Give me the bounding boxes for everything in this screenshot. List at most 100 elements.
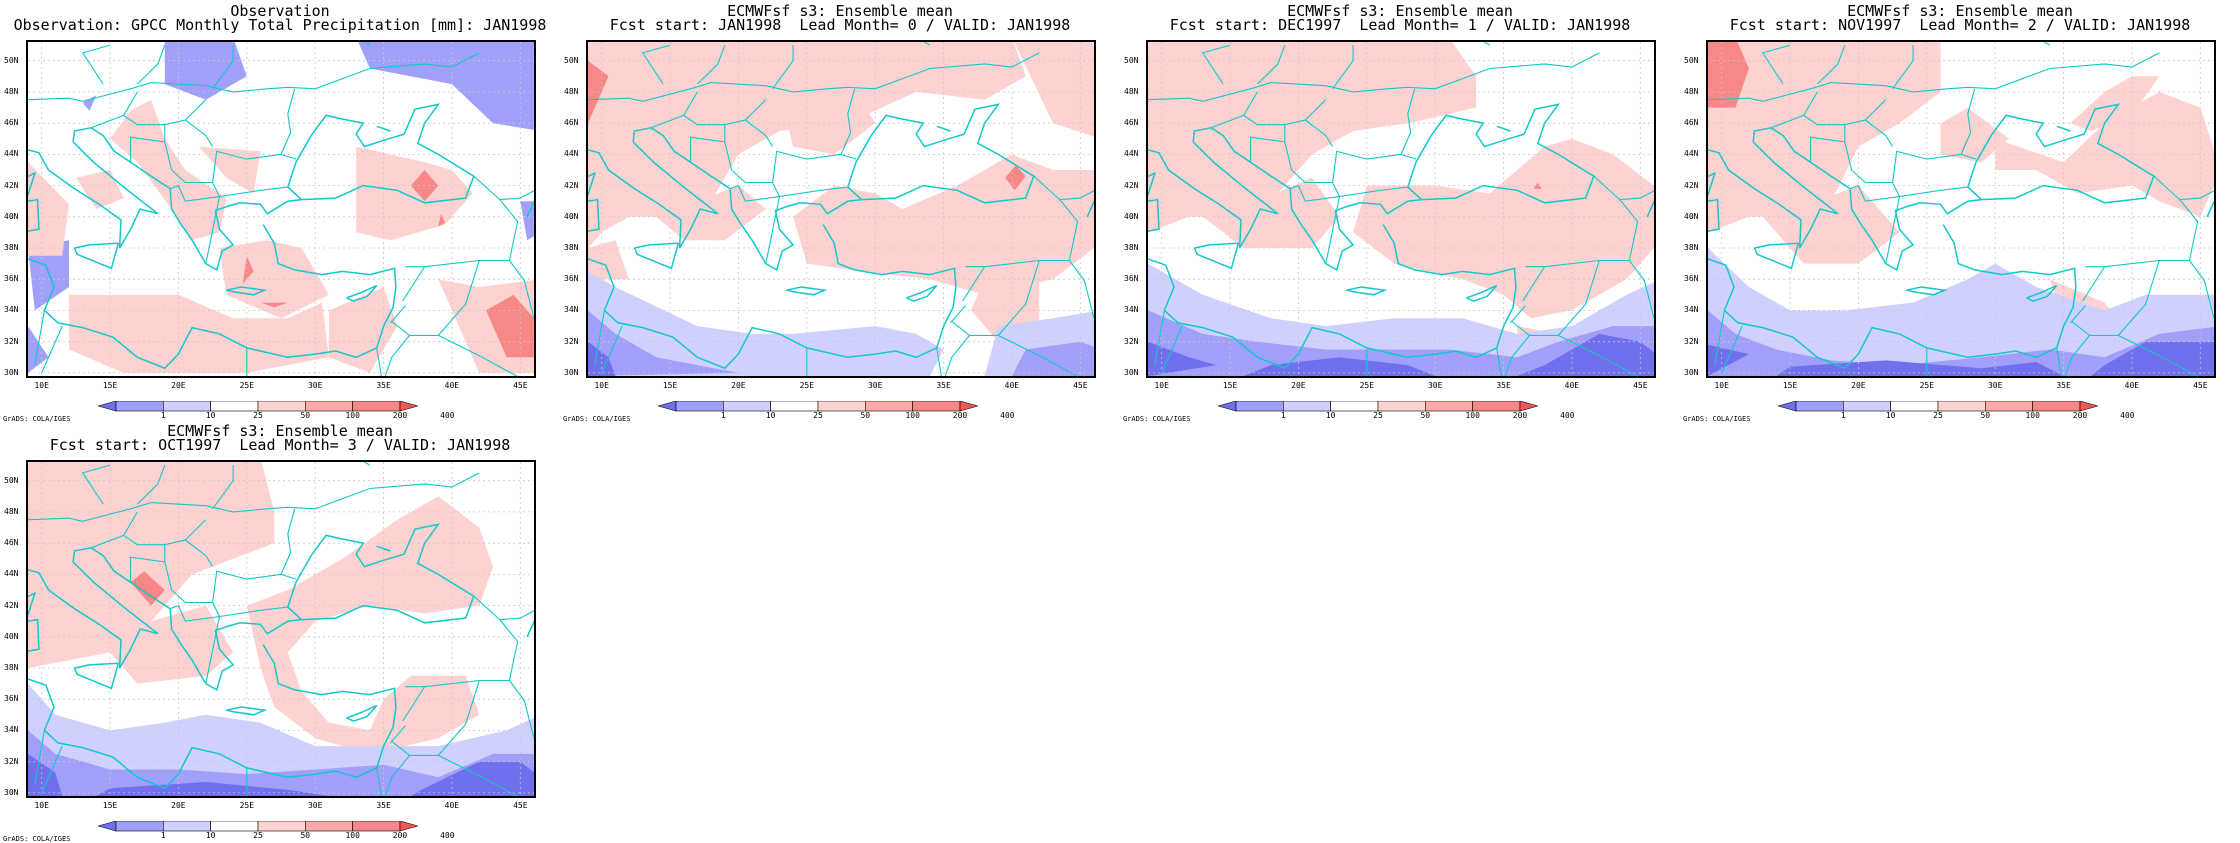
coastline bbox=[936, 125, 951, 132]
border-line bbox=[212, 570, 297, 603]
coastline bbox=[73, 662, 120, 690]
border-line bbox=[1864, 119, 1894, 147]
lat-tick-label: 32N bbox=[4, 756, 19, 766]
lat-tick-label: 32N bbox=[1124, 336, 1139, 346]
border-line bbox=[473, 175, 534, 201]
precip-map bbox=[26, 460, 536, 798]
lat-tick-label: 46N bbox=[1684, 118, 1699, 128]
panel-subtitle: Observation: GPCC Monthly Total Precipit… bbox=[13, 16, 547, 34]
precip-region bbox=[246, 496, 493, 754]
border-line bbox=[205, 616, 221, 684]
coastline bbox=[28, 678, 316, 790]
lat-tick-label: 44N bbox=[4, 569, 19, 579]
lon-tick-label: 10E bbox=[594, 381, 609, 390]
border-line bbox=[1892, 150, 1977, 183]
border-line bbox=[1770, 99, 1887, 129]
coastline bbox=[226, 706, 268, 716]
lat-tick-label: 36N bbox=[4, 694, 19, 704]
lat-tick-label: 36N bbox=[564, 274, 579, 284]
border-line bbox=[508, 680, 534, 739]
coastline bbox=[588, 171, 597, 196]
coastline bbox=[346, 704, 378, 722]
precip-region bbox=[1148, 42, 1477, 233]
lat-tick-label: 34N bbox=[4, 305, 19, 315]
coastline bbox=[1382, 224, 1517, 359]
precip-region bbox=[328, 287, 398, 373]
coastline bbox=[2056, 125, 2071, 132]
border-line bbox=[1899, 186, 1968, 198]
lat-tick-label: 50N bbox=[4, 55, 19, 65]
precip-region bbox=[260, 302, 288, 308]
lat-tick-label: 30N bbox=[1684, 367, 1699, 377]
colorbar-cell bbox=[257, 400, 306, 412]
border-line bbox=[949, 305, 966, 324]
border-line bbox=[2043, 42, 2051, 46]
lon-tick-label: 20E bbox=[731, 381, 746, 390]
precip-region bbox=[588, 42, 1026, 248]
lon-tick-label: 25E bbox=[799, 381, 815, 390]
lat-tick-label: 44N bbox=[1124, 149, 1139, 159]
border-line bbox=[212, 465, 234, 510]
lat-tick-label: 42N bbox=[564, 180, 579, 190]
lat-tick-label: 46N bbox=[4, 118, 19, 128]
colorbar bbox=[656, 400, 980, 412]
coastline bbox=[588, 258, 876, 370]
colorbar-label: 1 bbox=[720, 411, 726, 420]
border-line bbox=[594, 310, 605, 366]
lat-tick-label: 46N bbox=[4, 538, 19, 548]
colorbar-cell bbox=[675, 400, 724, 412]
lon-tick-label: 15E bbox=[1782, 381, 1798, 390]
map-panel: ECMWFsf s3: Ensemble mean Fcst start: NOV… bbox=[1680, 0, 2240, 423]
grads-credit: GrADS: COLA/IGES bbox=[3, 415, 71, 423]
colorbar-wrap bbox=[96, 818, 420, 840]
border-line bbox=[1558, 334, 1638, 376]
coastline bbox=[28, 591, 37, 616]
border-line bbox=[2056, 347, 2062, 376]
lat-tick-label: 46N bbox=[1124, 118, 1139, 128]
border-line bbox=[744, 119, 774, 147]
border-line bbox=[280, 508, 296, 575]
colorbar bbox=[96, 820, 420, 832]
lon-tick-label: 10E bbox=[34, 801, 49, 810]
colorbar-label: 10 bbox=[1885, 411, 1896, 420]
border-line bbox=[90, 519, 207, 549]
border-line bbox=[1332, 45, 1354, 90]
colorbar-cell bbox=[1216, 400, 1237, 412]
colorbar-wrap bbox=[96, 398, 420, 420]
lat-tick-label: 50N bbox=[1124, 55, 1139, 65]
border-line bbox=[123, 511, 138, 536]
border-line bbox=[1068, 260, 1094, 319]
colorbar-cell bbox=[115, 400, 164, 412]
lat-tick-label: 48N bbox=[1124, 86, 1139, 96]
lat-tick-label: 40N bbox=[564, 211, 579, 221]
precip-region bbox=[82, 95, 97, 111]
lat-tick-label: 44N bbox=[4, 149, 19, 159]
precip-region bbox=[1014, 42, 1094, 137]
border-line bbox=[212, 45, 234, 90]
colorbar-cell bbox=[210, 400, 259, 412]
border-line bbox=[1708, 52, 2160, 102]
lon-tick-label: 35E bbox=[1496, 381, 1511, 390]
border-line bbox=[402, 686, 426, 722]
colorbar-label: 100 bbox=[345, 411, 360, 420]
colorbar-label: 400 bbox=[440, 831, 455, 840]
map-panel: ECMWFsf s3: Ensemble mean Fcst start: DEC… bbox=[1120, 0, 1680, 423]
border-line bbox=[962, 266, 986, 302]
lon-tick-label: 30E bbox=[1987, 381, 2003, 390]
coastline bbox=[1406, 103, 1595, 204]
lat-tick-label: 38N bbox=[564, 243, 579, 252]
precip-region bbox=[410, 761, 534, 796]
lat-tick-label: 36N bbox=[1684, 274, 1699, 284]
colorbar-cell bbox=[959, 400, 980, 412]
border-line bbox=[641, 44, 671, 85]
colorbar-cell bbox=[1890, 400, 1939, 412]
colorbar-label: 200 bbox=[1512, 411, 1528, 420]
colorbar-label: 400 bbox=[440, 411, 455, 420]
grads-credit: GrADS: COLA/IGES bbox=[1683, 415, 1751, 423]
border-line bbox=[212, 150, 297, 183]
colorbar-cell bbox=[352, 820, 401, 832]
precip-region bbox=[164, 42, 247, 100]
coastline bbox=[1770, 127, 1982, 272]
precip-region bbox=[1940, 107, 2009, 163]
lat-tick-label: 34N bbox=[4, 725, 19, 735]
